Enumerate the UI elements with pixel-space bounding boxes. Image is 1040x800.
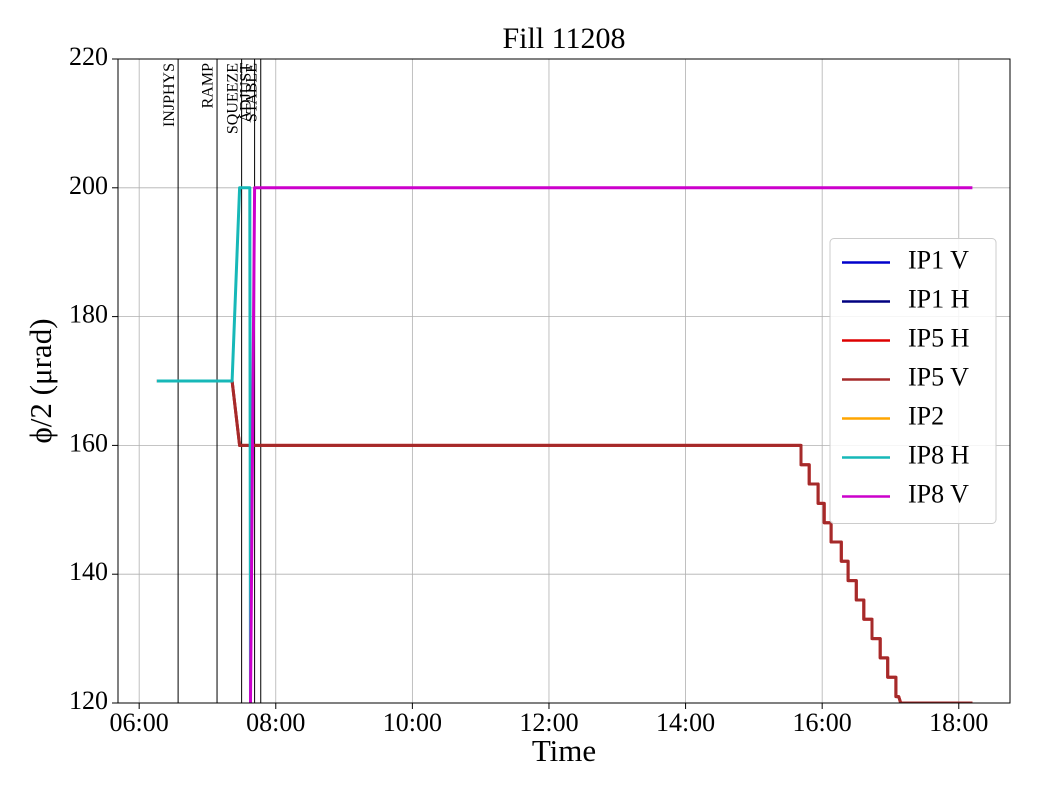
legend-label: IP1 H (908, 284, 970, 313)
y-tick-label: 120 (69, 686, 108, 715)
x-tick-label: 08:00 (246, 708, 305, 737)
y-axis-label: ϕ/2 (μrad) (23, 318, 58, 443)
legend-label: IP5 V (908, 362, 969, 391)
plot-frame (117, 58, 1011, 704)
plot-lines (156, 186, 973, 703)
legend-label: IP8 H (908, 440, 970, 469)
legend-label: IP5 H (908, 323, 970, 352)
phase-label: INJPHYS (161, 63, 178, 127)
phase-label: RAMP (200, 63, 217, 108)
series-line (156, 186, 252, 703)
chart-title: Fill 11208 (502, 22, 625, 55)
phase-label: ADJUST (237, 63, 254, 123)
y-tick-label: 140 (69, 557, 108, 586)
series-line (249, 186, 973, 703)
x-axis-label: Time (532, 733, 596, 768)
x-tick-label: 12:00 (519, 708, 578, 737)
legend-label: IP1 V (908, 245, 969, 274)
x-tick-label: 10:00 (383, 708, 442, 737)
x-tick-label: 16:00 (793, 708, 852, 737)
x-tick-label: 18:00 (929, 708, 988, 737)
y-tick-label: 180 (69, 300, 108, 329)
series-line (156, 379, 973, 703)
phase-label: STABLE (243, 63, 260, 122)
y-tick-label: 160 (69, 428, 108, 457)
x-tick-label: 06:00 (110, 708, 169, 737)
legend-label: IP8 V (908, 479, 969, 508)
y-tick-label: 220 (69, 42, 108, 71)
legend-box (829, 238, 997, 524)
x-tick-label: 14:00 (656, 708, 715, 737)
phase-label: SQUEEZE (224, 63, 241, 134)
legend-label: IP2 (908, 401, 944, 430)
y-tick-label: 200 (69, 171, 108, 200)
